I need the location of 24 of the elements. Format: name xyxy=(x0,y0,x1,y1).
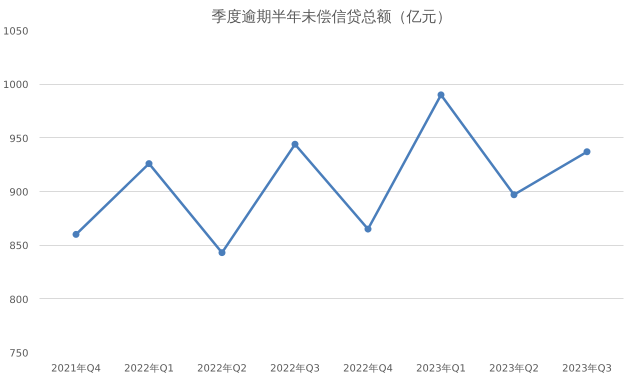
y-tick-label: 750 xyxy=(9,348,29,360)
y-tick-label: 800 xyxy=(9,294,29,306)
point xyxy=(72,230,80,238)
x-tick-label: 2022年Q3 xyxy=(270,362,320,374)
x-tick-label: 2023年Q2 xyxy=(489,362,539,374)
y-tick-label: 850 xyxy=(9,241,29,252)
x-tick-label: 2022年Q2 xyxy=(197,362,247,374)
point xyxy=(510,191,518,198)
y-tick-label: 900 xyxy=(9,188,29,198)
y-tick-label: 1000 xyxy=(3,80,29,92)
chart-title: 季度逾期半年未偿信贷总额（亿元） xyxy=(212,8,452,26)
x-tick-label: 2022年Q4 xyxy=(343,362,393,374)
point xyxy=(292,140,298,148)
point xyxy=(364,226,372,233)
x-tick-label: 2022年Q1 xyxy=(124,362,174,374)
point xyxy=(584,148,590,156)
x-tick-label: 2021年Q4 xyxy=(51,362,101,374)
point xyxy=(438,91,444,98)
point xyxy=(218,249,226,256)
y-tick-label: 1050 xyxy=(3,26,29,38)
y-tick-label: 950 xyxy=(9,134,29,145)
x-tick-label: 2023年Q3 xyxy=(562,362,612,374)
x-tick-label: 2023年Q1 xyxy=(416,362,466,374)
point xyxy=(146,160,152,168)
